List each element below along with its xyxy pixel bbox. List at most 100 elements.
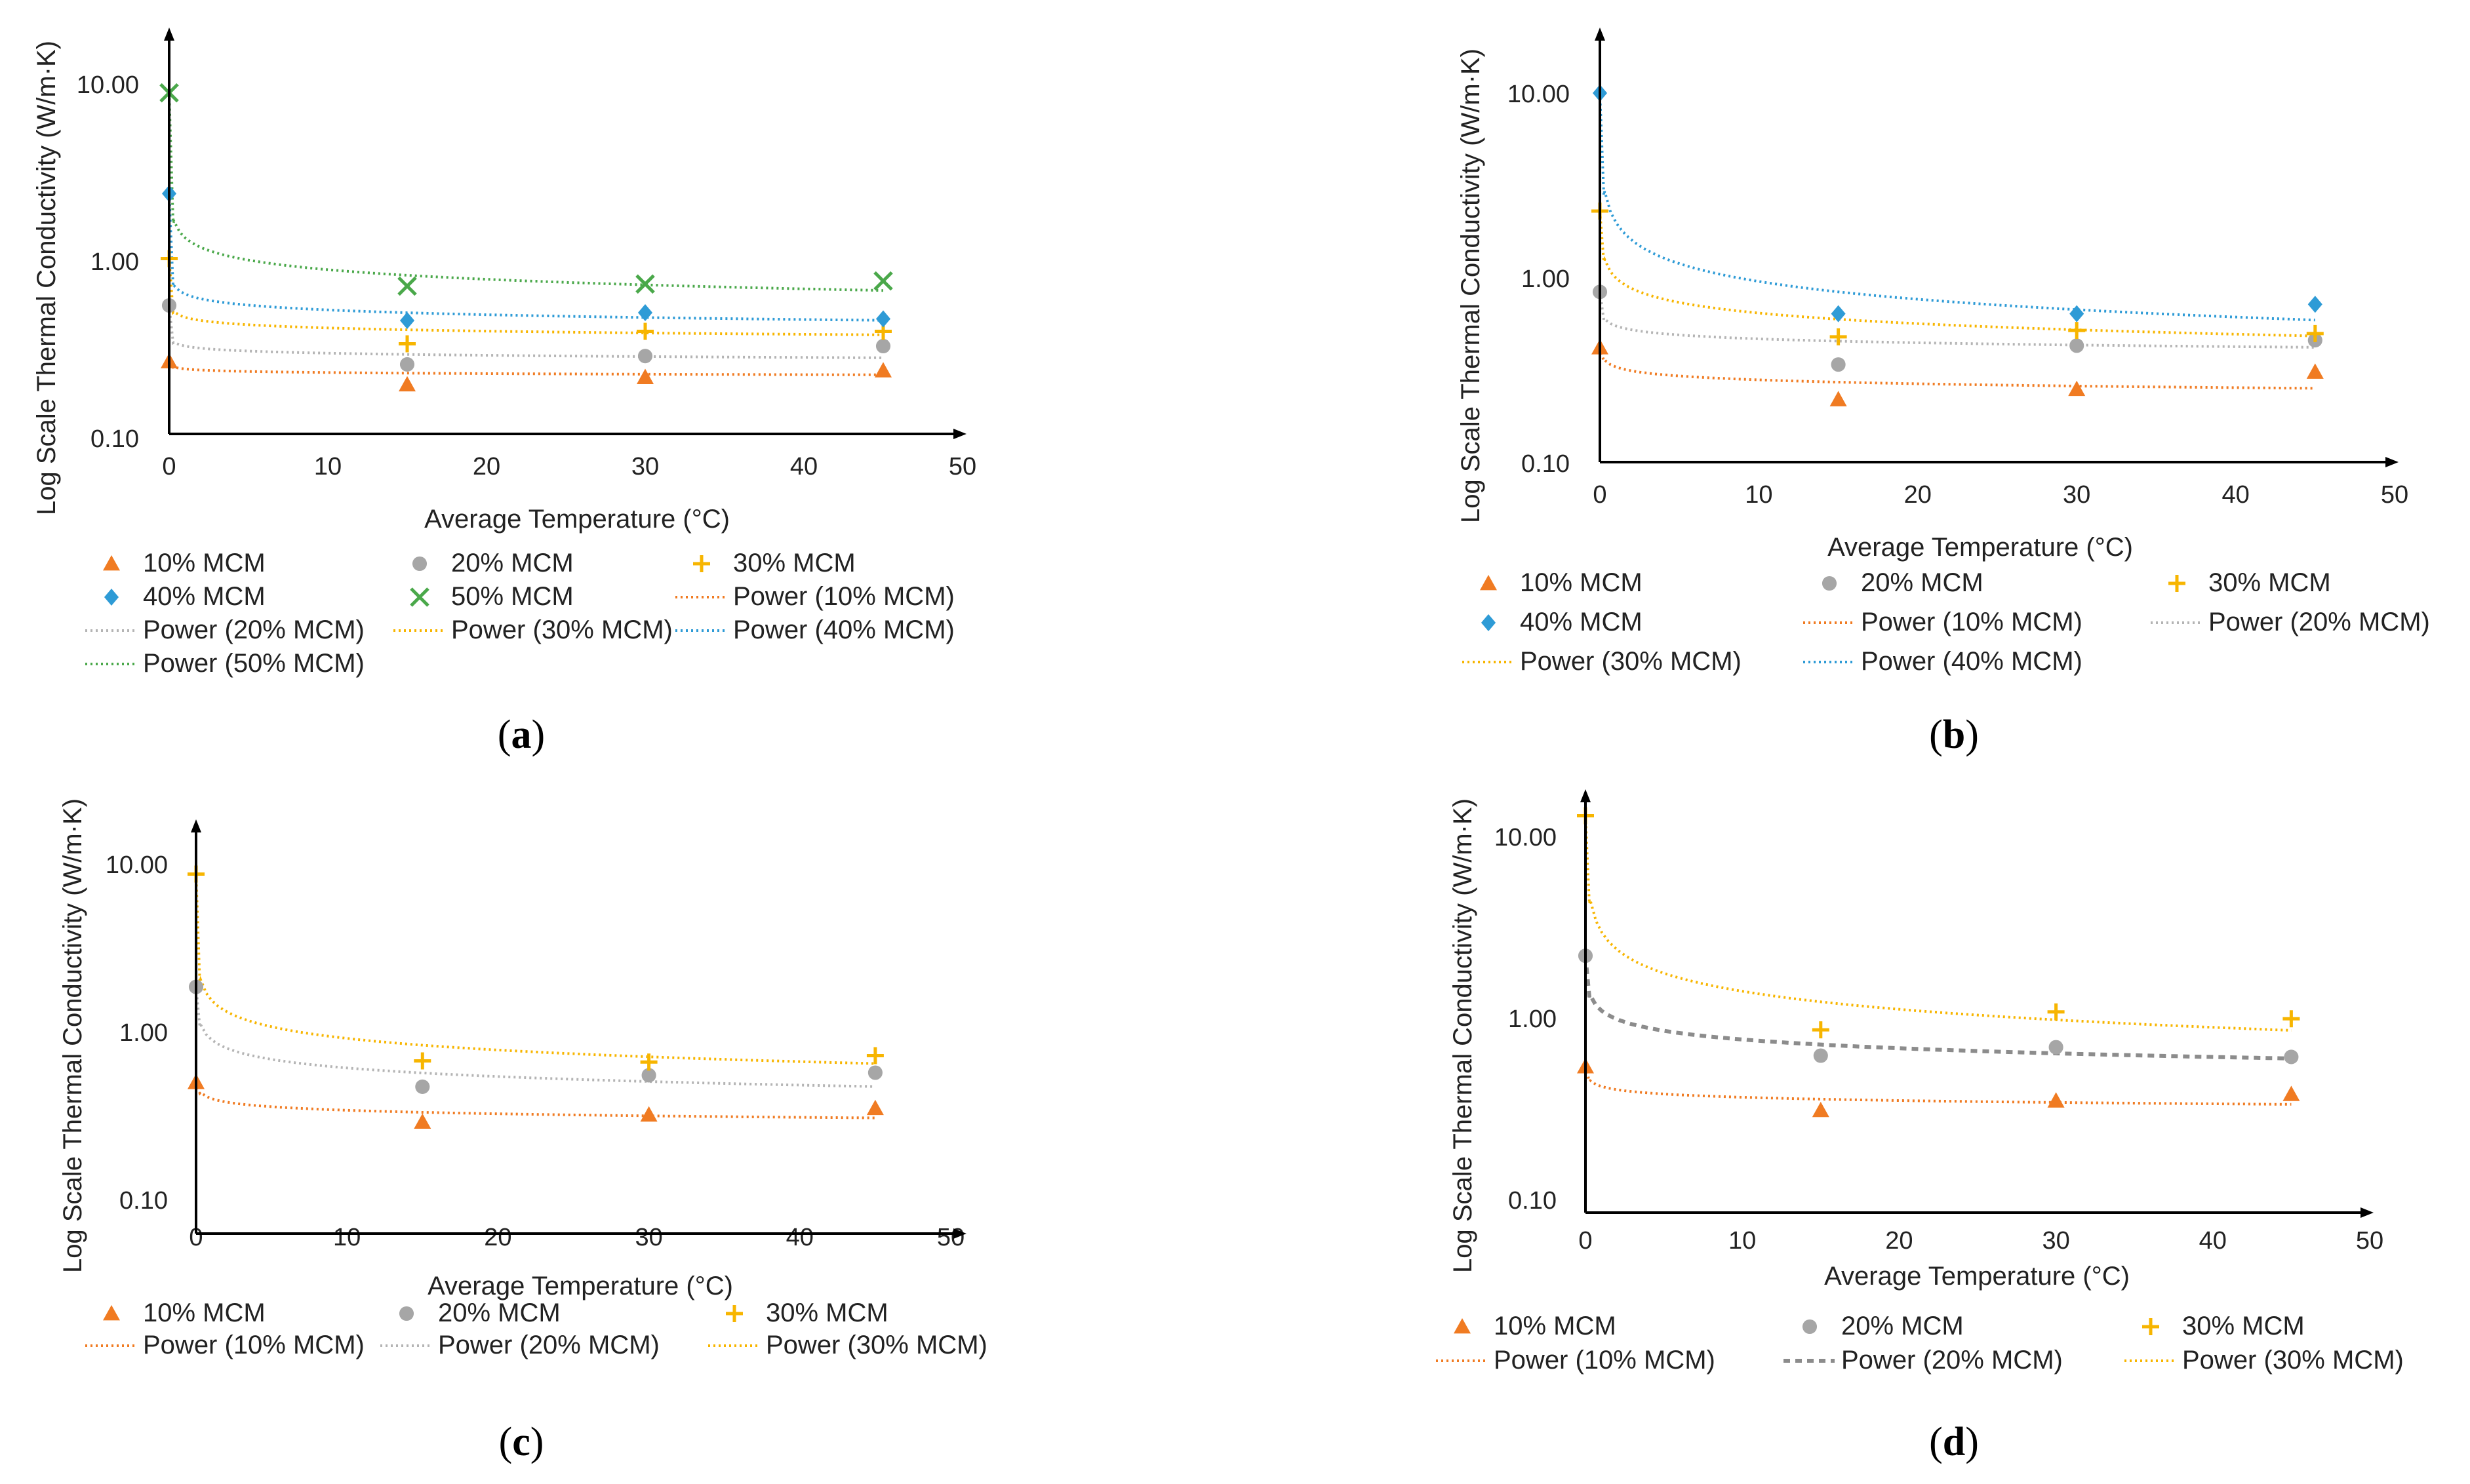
data-point-a-s4-3 — [873, 271, 893, 291]
panel-label-c-letter: c — [512, 1420, 530, 1464]
x-tick-label-b: 40 — [2221, 481, 2249, 509]
data-point-c-s2-2 — [640, 1053, 658, 1071]
x-tick-label-a: 10 — [314, 453, 342, 480]
y-tick-label-a: 10.00 — [77, 71, 139, 99]
trendline-b-3 — [1599, 92, 2315, 322]
legend-marker-c-0 — [103, 1305, 120, 1321]
legend-label-b-1: 20% MCM — [1861, 568, 1983, 597]
data-point-a-s3-1 — [399, 312, 415, 330]
y-tick-label-d: 10.00 — [1494, 824, 1557, 851]
legend-label-d-0: 10% MCM — [1494, 1312, 1616, 1340]
legend-label-a-1: 20% MCM — [451, 549, 574, 577]
x-tick-label-d: 10 — [1728, 1227, 1756, 1255]
x-axis-title-b: Average Temperature (°C) — [1827, 533, 2133, 562]
trendline-a-0 — [168, 361, 884, 376]
x-tick-label-c: 30 — [635, 1224, 662, 1251]
data-point-b-s2-3 — [2306, 324, 2324, 342]
data-point-c-s1-2 — [641, 1068, 656, 1083]
legend-marker-d-2 — [2142, 1318, 2159, 1335]
y-tick-label-b: 10.00 — [1507, 81, 1570, 108]
data-point-d-s0-2 — [2047, 1092, 2065, 1108]
y-axis-arrow-c — [191, 819, 201, 832]
data-point-b-s0-1 — [1829, 391, 1847, 406]
chart-panel-d: 0.10 1.00 10.00 0 10 20 30 40 50 Average Tempera… — [1436, 789, 2404, 1464]
data-point-c-s2-1 — [414, 1052, 431, 1070]
data-point-d-s1-1 — [1813, 1048, 1828, 1063]
trendline-c-2 — [195, 874, 875, 1065]
data-point-d-s1-2 — [2048, 1040, 2063, 1055]
data-point-b-s1-2 — [2069, 338, 2084, 353]
plot-area-a: 0.10 1.00 10.00 0 10 20 30 40 50 — [77, 71, 976, 480]
x-tick-label-a: 50 — [949, 453, 976, 480]
legend-label-c-5: Power (30% MCM) — [766, 1331, 987, 1359]
y-tick-label-d: 0.10 — [1508, 1187, 1557, 1215]
x-axis-arrow-b — [2385, 457, 2399, 467]
legend-label-c-2: 30% MCM — [766, 1298, 888, 1327]
legend-marker-b-2 — [2168, 575, 2185, 592]
plot-area-b: 0.10 1.00 10.00 0 10 20 30 40 50 — [1507, 81, 2408, 509]
x-tick-label-b: 30 — [2063, 481, 2090, 509]
panel-label-d-letter: d — [1943, 1420, 1965, 1464]
legend-label-c-0: 10% MCM — [143, 1298, 266, 1327]
y-axis-arrow-b — [1595, 28, 1605, 41]
legend-a: 10% MCM 20% MCM 30% MCM 40% MCM 50% MCM Power… — [85, 549, 955, 678]
legend-label-d-4: Power (20% MCM) — [1841, 1346, 2063, 1375]
legend-label-b-7: Power (40% MCM) — [1861, 647, 2082, 676]
trendline-b-2 — [1599, 210, 2315, 338]
legend-b: 10% MCM 20% MCM 30% MCM 40% MCM Power (10% M… — [1462, 568, 2430, 676]
x-tick-label-c: 40 — [786, 1224, 814, 1251]
trendline-a-4 — [168, 92, 884, 292]
data-point-c-s2-3 — [866, 1047, 884, 1064]
plot-area-c: 0.10 1.00 10.00 0 10 20 30 40 50 — [106, 851, 965, 1251]
x-tick-label-a: 20 — [473, 453, 500, 480]
legend-marker-a-4 — [410, 587, 429, 607]
x-tick-label-a: 0 — [162, 453, 176, 480]
legend-label-a-7: Power (30% MCM) — [451, 615, 673, 644]
x-axis-arrow-a — [953, 429, 966, 439]
legend-d: 10% MCM 20% MCM 30% MCM Power (10% MCM) Powe… — [1436, 1312, 2404, 1375]
legend-label-a-0: 10% MCM — [143, 549, 266, 577]
y-tick-label-d: 1.00 — [1508, 1006, 1557, 1033]
y-axis-title-a: Log Scale Thermal Conductivity (W/m·K) — [32, 41, 61, 515]
legend-marker-a-2 — [693, 555, 710, 572]
chart-panel-a: 0.10 1.00 10.00 0 10 20 30 40 50 Average Tempera… — [32, 28, 976, 757]
data-point-a-s4-1 — [397, 276, 417, 296]
legend-marker-a-0 — [103, 555, 120, 571]
data-point-c-s0-1 — [414, 1113, 431, 1129]
y-tick-label-c: 0.10 — [119, 1187, 168, 1215]
x-tick-label-d: 20 — [1885, 1227, 1913, 1255]
trendline-d-2 — [1584, 815, 2292, 1032]
y-axis-arrow-d — [1580, 789, 1591, 802]
x-axis-title-a: Average Temperature (°C) — [424, 505, 730, 534]
chart-panel-c: 0.10 1.00 10.00 0 10 20 30 40 50 Average Tempera… — [58, 798, 987, 1464]
legend-marker-c-2 — [726, 1305, 743, 1322]
x-tick-label-d: 40 — [2199, 1227, 2227, 1255]
data-point-d-s2-1 — [1812, 1021, 1829, 1039]
x-tick-label-b: 0 — [1593, 481, 1606, 509]
x-tick-label-c: 0 — [189, 1224, 203, 1251]
y-tick-label-c: 1.00 — [119, 1019, 168, 1047]
data-point-c-s0-2 — [640, 1106, 658, 1122]
plot-area-d: 0.10 1.00 10.00 0 10 20 30 40 50 — [1494, 807, 2383, 1255]
legend-label-a-4: 50% MCM — [451, 582, 574, 611]
data-point-a-s1-2 — [637, 349, 653, 364]
x-tick-label-d: 30 — [2042, 1227, 2069, 1255]
legend-marker-c-1 — [399, 1306, 414, 1321]
chart-panel-b: 0.10 1.00 10.00 0 10 20 30 40 50 Average Tempera… — [1456, 28, 2430, 757]
data-point-b-s0-3 — [2306, 363, 2324, 379]
x-axis-arrow-c — [953, 1228, 966, 1239]
data-point-d-s0-1 — [1812, 1101, 1829, 1118]
x-tick-label-a: 40 — [790, 453, 818, 480]
data-point-b-s3-2 — [2069, 305, 2084, 322]
trendline-a-2 — [168, 258, 883, 336]
panel-label-a: (a) — [498, 713, 545, 757]
data-point-a-s0-1 — [399, 376, 416, 392]
x-tick-label-d: 0 — [1578, 1227, 1592, 1255]
data-point-a-s0-3 — [875, 362, 892, 378]
y-tick-label-b: 1.00 — [1521, 265, 1570, 293]
legend-label-a-3: 40% MCM — [143, 582, 266, 611]
legend-marker-b-0 — [1480, 575, 1497, 591]
data-point-d-s2-2 — [2047, 1003, 2065, 1021]
data-point-b-s3-1 — [1831, 305, 1846, 322]
panel-label-b: (b) — [1929, 713, 1979, 757]
